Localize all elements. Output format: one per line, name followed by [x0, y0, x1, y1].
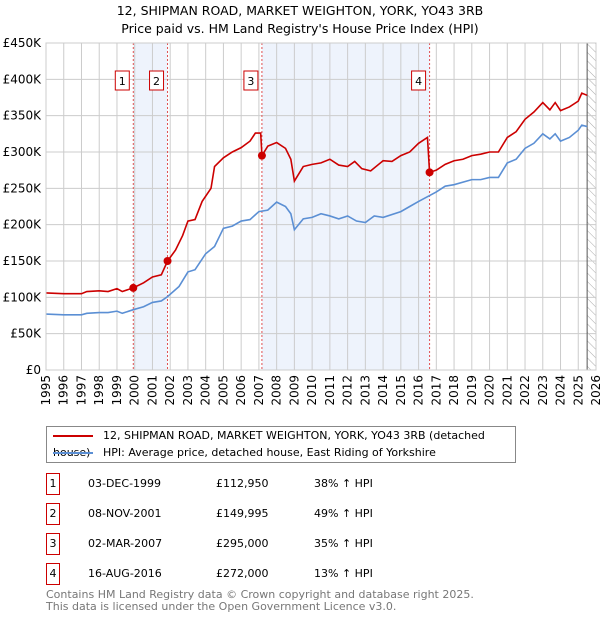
legend-label: HPI: Average price, detached house, East… [103, 446, 436, 459]
sale-label: 4 [415, 75, 422, 88]
x-tick-label: 2022 [518, 375, 532, 406]
y-tick-label: £350K [3, 109, 43, 123]
x-tick-label: 2026 [589, 375, 600, 406]
x-tick-label: 2008 [270, 375, 284, 406]
sale-price: £295,000 [216, 537, 269, 550]
sale-number-badge: 1 [46, 473, 60, 495]
x-tick-label: 2005 [216, 375, 230, 406]
shaded-period [133, 43, 168, 370]
footer: Contains HM Land Registry data © Crown c… [46, 589, 474, 613]
x-tick-label: 2016 [412, 375, 426, 406]
x-tick-label: 2012 [341, 375, 355, 406]
footer-line: Contains HM Land Registry data © Crown c… [46, 588, 474, 601]
x-tick-label: 2004 [199, 375, 213, 406]
sale-label-box [411, 70, 427, 91]
x-tick-label: 2017 [429, 375, 443, 406]
x-tick-label: 2014 [376, 375, 390, 406]
x-tick-label: 2010 [305, 375, 319, 406]
sale-marker [163, 257, 172, 266]
x-tick-label: 1998 [92, 375, 106, 406]
sale-number-badge: 2 [46, 503, 60, 525]
sale-hpi-change: 49% ↑ HPI [314, 507, 373, 520]
sale-marker [425, 168, 434, 177]
sale-row: 3 02-MAR-2007 £295,000 35% ↑ HPI [46, 533, 446, 555]
y-tick-label: £0 [26, 363, 41, 377]
x-tick-label: 2018 [447, 375, 461, 406]
sale-price: £149,995 [216, 507, 269, 520]
y-tick-label: £50K [10, 327, 42, 341]
sale-date: 03-DEC-1999 [88, 477, 162, 490]
x-tick-label: 2011 [323, 375, 337, 406]
sale-label: 1 [119, 75, 126, 88]
y-tick-label: £400K [3, 72, 43, 86]
legend-swatch [53, 452, 93, 454]
sale-label-box [149, 70, 165, 91]
x-tick-label: 2001 [145, 375, 159, 406]
y-tick-label: £300K [3, 145, 43, 159]
sale-price: £112,950 [216, 477, 269, 490]
sale-label: 3 [247, 75, 254, 88]
sale-number-badge: 3 [46, 533, 60, 555]
x-tick-label: 2025 [571, 375, 585, 406]
y-tick-label: £100K [3, 290, 43, 304]
subtitle-line: Price paid vs. HM Land Registry's House … [121, 21, 479, 36]
sale-hpi-change: 35% ↑ HPI [314, 537, 373, 550]
x-tick-label: 1997 [74, 375, 88, 406]
forecast-hatch [587, 43, 596, 370]
legend: 12, SHIPMAN ROAD, MARKET WEIGHTON, YORK,… [46, 426, 516, 463]
x-tick-label: 2021 [500, 375, 514, 406]
x-tick-label: 2020 [483, 375, 497, 406]
x-tick-label: 1996 [57, 375, 71, 406]
x-tick-label: 2002 [163, 375, 177, 406]
plot-area: 1995 1996 1997 1998 1999 2000 2001 2002 2003 2004… [3, 36, 600, 406]
x-tick-label: 2019 [465, 375, 479, 406]
sale-row: 4 16-AUG-2016 £272,000 13% ↑ HPI [46, 563, 446, 585]
sale-label: 2 [153, 75, 160, 88]
sale-hpi-change: 38% ↑ HPI [314, 477, 373, 490]
x-tick-label: 2009 [287, 375, 301, 406]
y-tick-label: £450K [3, 36, 43, 50]
property-price-line [45, 92, 588, 295]
sale-label-box [243, 70, 259, 91]
x-tick-label: 2000 [128, 375, 142, 406]
x-tick-label: 2003 [181, 375, 195, 406]
sale-marker [129, 283, 138, 292]
legend-swatch [53, 435, 93, 437]
sale-row: 2 08-NOV-2001 £149,995 49% ↑ HPI [46, 503, 446, 525]
x-tick-label: 2015 [394, 375, 408, 406]
plot-border [45, 42, 597, 371]
legend-item-property: 12, SHIPMAN ROAD, MARKET WEIGHTON, YORK,… [53, 427, 515, 459]
sale-number-badge: 4 [46, 563, 60, 585]
x-tick-label: 2023 [536, 375, 550, 406]
hpi-line [45, 124, 588, 316]
y-tick-label: £150K [3, 254, 43, 268]
x-tick-label: 2024 [554, 375, 568, 406]
x-tick-label: 2006 [234, 375, 248, 406]
x-tick-label: 1999 [110, 375, 124, 406]
sale-label-box [114, 70, 130, 91]
y-tick-label: £200K [3, 218, 43, 232]
legend-item-hpi: HPI: Average price, detached house, East… [53, 444, 436, 461]
footer-line: This data is licensed under the Open Gov… [46, 600, 397, 613]
x-tick-label: 1995 [39, 375, 53, 406]
sale-marker [257, 151, 266, 160]
sale-row: 1 03-DEC-1999 £112,950 38% ↑ HPI [46, 473, 446, 495]
x-tick-label: 2007 [252, 375, 266, 406]
sale-date: 08-NOV-2001 [88, 507, 162, 520]
x-tick-label: 2013 [358, 375, 372, 406]
shaded-period [261, 43, 430, 370]
sale-date: 02-MAR-2007 [88, 537, 163, 550]
sale-price: £272,000 [216, 567, 269, 580]
title-line: 12, SHIPMAN ROAD, MARKET WEIGHTON, YORK,… [116, 3, 484, 18]
chart-title: 12, SHIPMAN ROAD, MARKET WEIGHTON, YORK,… [0, 2, 600, 38]
sale-date: 16-AUG-2016 [88, 567, 162, 580]
y-tick-label: £250K [3, 181, 43, 195]
sale-hpi-change: 13% ↑ HPI [314, 567, 373, 580]
